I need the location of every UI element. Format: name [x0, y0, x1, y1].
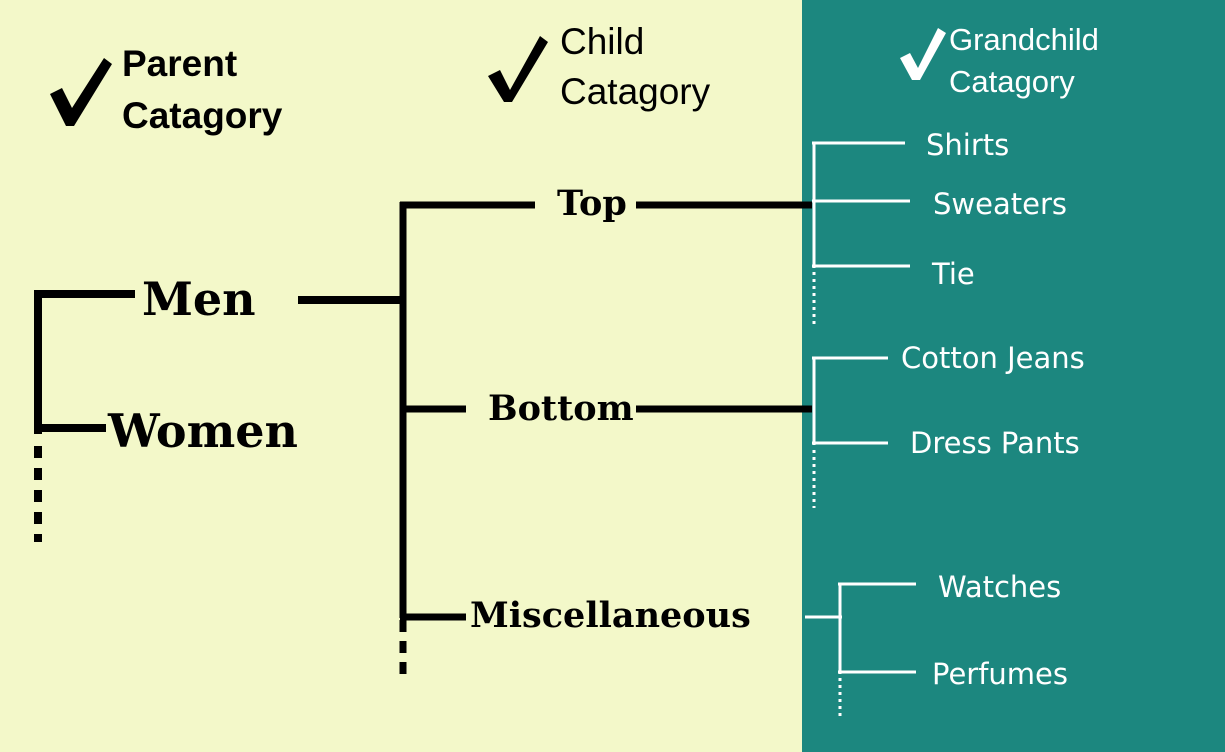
grandchild-sweaters: Sweaters	[933, 187, 1067, 221]
grandchild-connectors	[805, 141, 916, 720]
check-icon	[50, 58, 112, 126]
child-bottom: Bottom	[488, 388, 634, 429]
grandchild-tie: Tie	[931, 257, 975, 291]
grandchild-watches: Watches	[938, 570, 1061, 604]
check-icon	[488, 36, 548, 102]
parent-men: Men	[142, 272, 256, 326]
grandchild-perfumes: Perfumes	[932, 657, 1068, 691]
child-header-line1: Child	[560, 21, 644, 62]
grandchild-cotton-jeans: Cotton Jeans	[901, 341, 1085, 375]
grandchild-shirts: Shirts	[926, 128, 1009, 162]
parent-header-line2: Catagory	[122, 95, 283, 136]
grandchild-dress-pants: Dress Pants	[910, 426, 1080, 460]
check-icon	[900, 28, 946, 80]
grandchild-header-line2: Catagory	[949, 64, 1075, 99]
child-miscellaneous: Miscellaneous	[470, 595, 751, 636]
parent-header-line1: Parent	[122, 43, 237, 84]
child-top: Top	[557, 183, 627, 224]
grandchild-header-line1: Grandchild	[949, 22, 1099, 57]
parent-women: Women	[107, 404, 298, 458]
grandchild-panel	[802, 0, 1225, 752]
parent-connectors	[34, 290, 406, 542]
child-connectors	[399, 201, 812, 682]
child-header-line2: Catagory	[560, 71, 711, 112]
